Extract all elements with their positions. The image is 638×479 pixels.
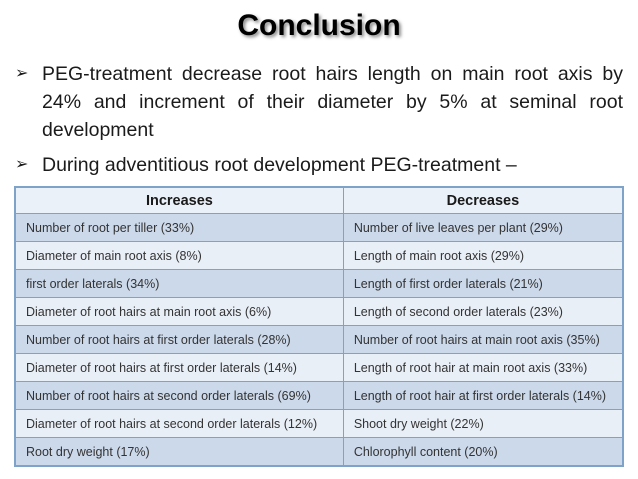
table-cell-increase: Diameter of root hairs at main root axis…	[14, 297, 344, 326]
table-header-decreases: Decreases	[342, 186, 624, 214]
table-cell-decrease: Chlorophyll content (20%)	[342, 437, 624, 467]
table-cell-increase: Diameter of main root axis (8%)	[14, 241, 344, 270]
table-cell-decrease: Number of live leaves per plant (29%)	[342, 213, 624, 242]
table-row: Number of root hairs at second order lat…	[14, 381, 624, 410]
table-cell-decrease: Length of second order laterals (23%)	[342, 297, 624, 326]
table-cell-decrease: Length of main root axis (29%)	[342, 241, 624, 270]
table-row: first order laterals (34%) Length of fir…	[14, 269, 624, 298]
table-cell-decrease: Length of first order laterals (21%)	[342, 269, 624, 298]
table-cell-decrease: Shoot dry weight (22%)	[342, 409, 624, 438]
table-header-increases: Increases	[14, 186, 344, 214]
arrow-bullet-icon: ➢	[15, 65, 29, 82]
table-cell-decrease: Length of root hair at first order later…	[342, 381, 624, 410]
bullet-item: ➢ PEG-treatment decrease root hairs leng…	[15, 60, 623, 144]
table-row: Root dry weight (17%) Chlorophyll conten…	[14, 437, 624, 467]
table-row: Diameter of root hairs at second order l…	[14, 409, 624, 438]
table-cell-increase: Root dry weight (17%)	[14, 437, 344, 467]
table-cell-decrease: Number of root hairs at main root axis (…	[342, 325, 624, 354]
bullet-text-adventitious: During adventitious root development PEG…	[42, 154, 517, 176]
bullet-text-peg-treatment: PEG-treatment decrease root hairs length…	[42, 63, 623, 141]
table-row: Diameter of root hairs at first order la…	[14, 353, 624, 382]
table-cell-increase: Number of root hairs at second order lat…	[14, 381, 344, 410]
table-cell-increase: Diameter of root hairs at first order la…	[14, 353, 344, 382]
table-cell-increase: Diameter of root hairs at second order l…	[14, 409, 344, 438]
bullet-list: ➢ PEG-treatment decrease root hairs leng…	[15, 60, 623, 179]
slide-title: Conclusion	[237, 9, 401, 42]
arrow-bullet-icon: ➢	[15, 156, 29, 173]
table-cell-increase: Number of root hairs at first order late…	[14, 325, 344, 354]
table-row: Number of root per tiller (33%) Number o…	[14, 213, 624, 242]
table-header-row: Increases Decreases	[14, 186, 624, 214]
table-row: Diameter of root hairs at main root axis…	[14, 297, 624, 326]
table-row: Diameter of main root axis (8%) Length o…	[14, 241, 624, 270]
increases-decreases-table: Increases Decreases Number of root per t…	[14, 186, 624, 467]
table-cell-increase: first order laterals (34%)	[14, 269, 344, 298]
bullet-item: ➢ During adventitious root development P…	[15, 151, 623, 179]
table-row: Number of root hairs at first order late…	[14, 325, 624, 354]
table-cell-increase: Number of root per tiller (33%)	[14, 213, 344, 242]
presentation-slide: Conclusion ➢ PEG-treatment decrease root…	[0, 8, 638, 479]
table-cell-decrease: Length of root hair at main root axis (3…	[342, 353, 624, 382]
